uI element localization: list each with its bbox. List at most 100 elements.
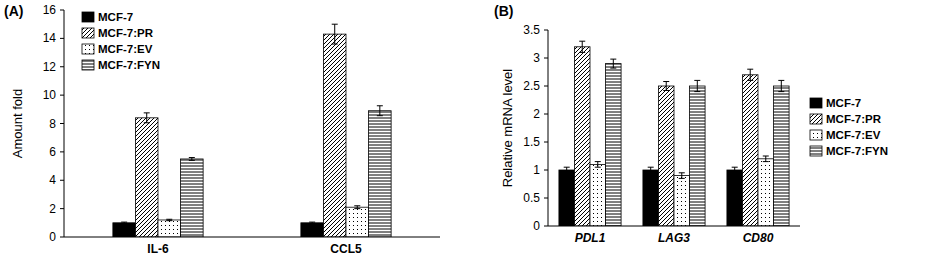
y-tick-label: 3 — [533, 51, 540, 65]
y-tick-label: 0 — [49, 230, 56, 244]
bar — [574, 47, 590, 226]
error-bar — [564, 167, 570, 173]
y-tick-label: 12 — [43, 60, 57, 74]
x-tick-label: CD80 — [743, 231, 774, 245]
bar — [727, 170, 743, 226]
bar — [606, 64, 622, 226]
bar — [774, 86, 790, 226]
bar — [323, 34, 346, 237]
y-tick-label: 8 — [49, 117, 56, 131]
error-bar — [648, 167, 654, 173]
bar — [113, 223, 136, 237]
bar — [758, 159, 774, 226]
bar — [158, 220, 181, 237]
y-tick-label: 1.5 — [523, 135, 540, 149]
error-bar — [694, 80, 700, 91]
y-tick — [60, 38, 64, 39]
y-tick-label: 14 — [43, 31, 57, 45]
y-tick-label: 2.5 — [523, 79, 540, 93]
bar — [559, 170, 575, 226]
legend-label: MCF-7 — [826, 97, 861, 109]
y-axis-line — [548, 30, 549, 226]
y-tick — [60, 66, 64, 67]
panel: (A)Amount fold0246810121416IL-6CCL5MCF-7… — [4, 3, 440, 256]
y-tick — [544, 58, 548, 59]
error-bar — [732, 167, 738, 173]
legend-label: MCF-7:PR — [98, 27, 154, 39]
panel-title: (B) — [494, 3, 513, 19]
y-tick — [544, 170, 548, 171]
error-bar — [595, 162, 601, 168]
bar — [690, 86, 706, 226]
x-axis-line — [64, 237, 440, 238]
y-tick-label: 3.5 — [523, 23, 540, 37]
error-bar — [309, 222, 315, 223]
y-tick — [544, 198, 548, 199]
y-tick — [544, 114, 548, 115]
error-bar — [778, 80, 784, 91]
legend: MCF-7 MCF-7:PR MCF-7:EV MCF-7:FYN — [810, 97, 888, 157]
error-bar — [166, 219, 172, 220]
y-axis-label: Relative mRNA level — [500, 69, 515, 188]
y-tick-label: 2 — [49, 202, 56, 216]
figure: (A)Amount fold0246810121416IL-6CCL5MCF-7… — [0, 0, 940, 267]
error-bar — [144, 113, 150, 123]
y-tick — [60, 151, 64, 152]
error-bar — [377, 106, 383, 116]
y-tick — [60, 208, 64, 209]
y-tick-label: 0.5 — [523, 191, 540, 205]
bars — [559, 47, 789, 226]
panel: (B) Relative mRNA level 0 0.5 1 1.5 2 2.5 3 3.5 PD… — [494, 3, 888, 245]
y-axis-label: Amount fold — [10, 89, 25, 158]
y-tick — [60, 237, 64, 238]
y-tick-label: 16 — [43, 3, 57, 17]
error-bar — [121, 222, 127, 223]
legend-swatch — [82, 28, 94, 38]
y-tick-label: 1 — [533, 163, 540, 177]
legend-label: MCF-7:EV — [826, 129, 881, 141]
bar — [181, 159, 204, 237]
x-tick-label: CCL5 — [330, 242, 362, 256]
legend-swatch — [810, 114, 822, 124]
error-bar — [354, 206, 360, 209]
bar — [674, 176, 690, 226]
y-tick — [544, 30, 548, 31]
bar — [135, 118, 158, 237]
legend-swatch — [810, 98, 822, 108]
legend-swatch — [810, 146, 822, 156]
y-tick-label: 4 — [49, 173, 56, 187]
x-tick-label: PDL1 — [575, 231, 606, 245]
y-tick — [544, 86, 548, 87]
x-axis-line — [548, 226, 800, 227]
legend-swatch — [82, 44, 94, 54]
bar — [369, 111, 392, 237]
legend-swatch — [82, 12, 94, 22]
bar — [346, 207, 369, 237]
y-tick-label: 2 — [533, 107, 540, 121]
y-tick — [60, 180, 64, 181]
error-bar — [663, 82, 669, 91]
y-tick-label: 6 — [49, 145, 56, 159]
error-bar — [747, 69, 753, 80]
y-tick — [544, 142, 548, 143]
bar — [301, 223, 324, 237]
legend-label: MCF-7:EV — [98, 43, 153, 55]
x-tick-label: LAG3 — [658, 231, 690, 245]
y-tick — [60, 95, 64, 96]
error-bar — [189, 158, 195, 161]
y-tick — [60, 123, 64, 124]
y-tick — [60, 10, 64, 11]
x-tick-label: IL-6 — [147, 242, 169, 256]
legend-label: MCF-7:FYN — [826, 145, 888, 157]
bar — [643, 170, 659, 226]
legend-label: MCF-7:PR — [826, 113, 882, 125]
error-bar — [679, 173, 685, 179]
y-axis-line — [64, 10, 65, 237]
legend-label: MCF-7:FYN — [98, 59, 160, 71]
y-tick — [544, 226, 548, 227]
y-tick-label: 0 — [533, 219, 540, 233]
bar — [742, 75, 758, 226]
bar — [590, 164, 606, 226]
legend-swatch — [810, 130, 822, 140]
error-bar — [332, 24, 338, 44]
